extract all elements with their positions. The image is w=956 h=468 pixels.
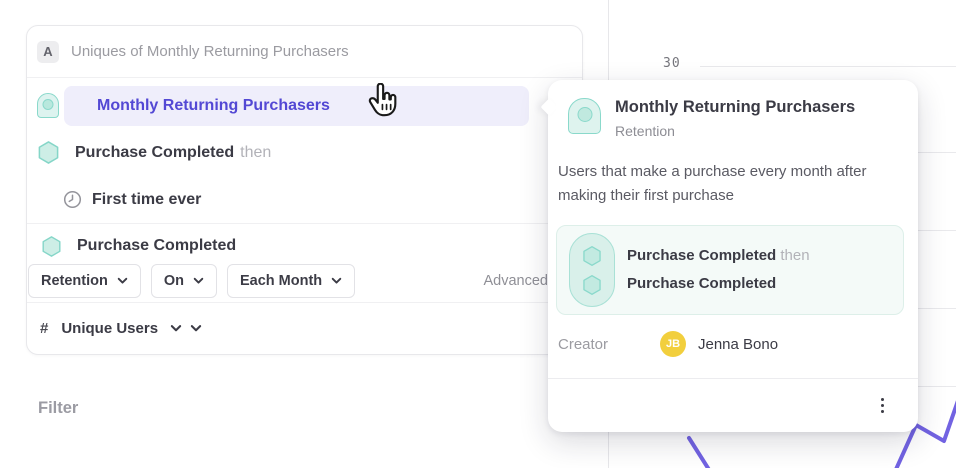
step-1-then: then [780,247,810,264]
number-sign: # [40,320,49,337]
cohort-icon [568,98,601,134]
bucket-dropdown[interactable]: Each Month [227,264,356,298]
y-axis-tick-label: 30 [663,56,681,71]
event-row-2[interactable]: Purchase Completed [27,228,582,264]
event-hexagon-icon [583,245,601,266]
metric-label: Unique Users [61,320,159,337]
popover-subtitle: Retention [615,123,675,139]
popover-title: Monthly Returning Purchasers [615,98,856,116]
metric-row[interactable]: # Unique Users [27,302,582,354]
first-time-row[interactable]: First time ever [63,176,582,223]
creator-name: Jenna Bono [698,335,779,353]
bucket-value: Each Month [240,273,323,289]
chevron-down-icon [117,277,128,284]
filter-section-title: Filter [38,399,79,417]
cohort-details-popover: Monthly Returning Purchasers Retention U… [548,80,918,432]
definition-step-1: Purchase Completed then [627,242,810,270]
advanced-link[interactable]: Advanced [483,273,549,289]
event-hexagon-icon [38,141,59,164]
analysis-type-value: Retention [41,273,108,289]
analysis-type-dropdown[interactable]: Retention [28,264,141,298]
on-dropdown[interactable]: On [150,264,217,298]
creator-label: Creator [558,335,609,353]
cohort-icon [37,93,59,118]
more-options-icon[interactable] [877,394,888,417]
creator-row: Creator JB Jenna Bono [548,331,918,357]
event-row-1[interactable]: Purchase Completed then [37,129,582,176]
query-title: Uniques of Monthly Returning Purchasers [71,43,349,60]
chevron-down-icon [193,277,204,284]
creator-avatar: JB [660,331,686,357]
cohort-row[interactable]: Monthly Returning Purchasers [37,82,582,129]
popover-footer [548,378,918,432]
chevron-down-icon[interactable] [170,324,182,333]
chevron-down-icon [331,277,342,284]
clock-icon [63,190,82,209]
event-hexagon-icon [42,235,61,257]
event-1-label: Purchase Completed [75,143,235,161]
event-hexagon-icon [583,274,601,295]
cohort-definition-box: Purchase Completed then Purchase Complet… [556,225,904,315]
definition-step-2: Purchase Completed [627,270,810,298]
event-1-then: then [240,143,272,161]
query-header: A Uniques of Monthly Returning Purchaser… [27,26,582,78]
series-a-badge: A [37,40,59,63]
chevron-down-icon[interactable] [190,324,202,333]
event-2-label: Purchase Completed [77,237,237,254]
event-sequence-icon [569,233,615,307]
selected-cohort-label: Monthly Returning Purchasers [97,96,330,114]
first-time-ever-label: First time ever [92,190,202,208]
step-1-label: Purchase Completed [627,247,777,264]
step-2-label: Purchase Completed [627,275,777,292]
selected-cohort-pill[interactable]: Monthly Returning Purchasers [64,85,529,126]
cohort-description: Users that make a purchase every month a… [558,163,867,204]
query-builder-card: A Uniques of Monthly Returning Purchaser… [26,25,583,355]
on-value: On [163,273,184,289]
